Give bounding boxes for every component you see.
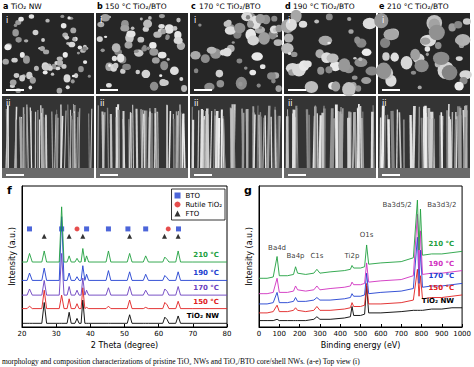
svg-text:Ba4d: Ba4d — [268, 244, 286, 252]
svg-text:Ba4p: Ba4p — [287, 252, 306, 260]
svg-text:400: 400 — [334, 330, 347, 338]
svg-text:Ba3d5/2: Ba3d5/2 — [382, 201, 411, 209]
svg-text:C1s: C1s — [310, 252, 323, 260]
svg-text:150 °C: 150 °C — [193, 298, 219, 306]
svg-text:ii: ii — [288, 99, 292, 108]
svg-text:60: 60 — [154, 330, 163, 338]
svg-text:i: i — [6, 16, 8, 25]
svg-text:d: d — [285, 2, 291, 11]
svg-text:Ba3d3/2: Ba3d3/2 — [427, 201, 456, 209]
svg-text:70: 70 — [188, 330, 197, 338]
svg-text:Intensity (a.u.): Intensity (a.u.) — [245, 227, 254, 286]
svg-text:a: a — [3, 2, 8, 11]
svg-text:ii: ii — [6, 99, 10, 108]
svg-text:800: 800 — [415, 330, 428, 338]
svg-text:ii: ii — [382, 99, 386, 108]
svg-text:i: i — [288, 16, 290, 25]
svg-text:40: 40 — [86, 330, 95, 338]
svg-text:200: 200 — [293, 330, 306, 338]
svg-text:ii: ii — [100, 99, 104, 108]
svg-text:210 °C: 210 °C — [428, 240, 454, 248]
svg-text:b: b — [97, 2, 103, 11]
svg-text:190 °C TiO₂/BTO: 190 °C TiO₂/BTO — [293, 2, 355, 11]
svg-text:170 °C: 170 °C — [193, 284, 219, 292]
svg-text:50: 50 — [120, 330, 129, 338]
svg-text:170 °C: 170 °C — [428, 272, 454, 280]
svg-text:TiO₂ NW: TiO₂ NW — [422, 297, 454, 305]
svg-text:Rutile TiO₂: Rutile TiO₂ — [186, 201, 223, 209]
svg-text:30: 30 — [52, 330, 61, 338]
svg-text:Binding energy (eV): Binding energy (eV) — [321, 341, 401, 350]
svg-text:100: 100 — [273, 330, 286, 338]
svg-text:FTO: FTO — [186, 210, 200, 218]
svg-text:Intensity (a.u.): Intensity (a.u.) — [8, 227, 17, 286]
svg-text:210 °C: 210 °C — [193, 251, 219, 259]
svg-text:0: 0 — [257, 330, 261, 338]
svg-text:20: 20 — [18, 330, 27, 338]
svg-text:170 °C TiO₂/BTO: 170 °C TiO₂/BTO — [199, 2, 261, 11]
svg-text:2 Theta (degree): 2 Theta (degree) — [91, 341, 158, 350]
svg-text:600: 600 — [374, 330, 387, 338]
svg-text:g: g — [244, 184, 252, 197]
svg-text:e: e — [379, 2, 385, 11]
svg-text:i: i — [100, 16, 102, 25]
svg-text:TiO₂ NW: TiO₂ NW — [10, 2, 42, 11]
svg-text:1000: 1000 — [453, 330, 471, 338]
svg-text:700: 700 — [394, 330, 407, 338]
svg-text:Ti2p: Ti2p — [344, 252, 360, 260]
svg-text:ii: ii — [194, 99, 198, 108]
svg-text:i: i — [194, 16, 196, 25]
svg-text:c: c — [191, 2, 196, 11]
svg-text:190 °C: 190 °C — [428, 260, 454, 268]
html-text:morphology and composition cha: morphology and composition characterizat… — [2, 357, 360, 366]
svg-text:150 °C TiO₂/BTO: 150 °C TiO₂/BTO — [105, 2, 167, 11]
svg-text:500: 500 — [354, 330, 367, 338]
svg-text:O1s: O1s — [360, 231, 374, 239]
svg-text:190 °C: 190 °C — [193, 269, 219, 277]
svg-text:150 °C: 150 °C — [428, 284, 454, 292]
svg-text:300: 300 — [313, 330, 326, 338]
svg-text:TiO₂ NW: TiO₂ NW — [187, 312, 219, 320]
svg-text:80: 80 — [223, 330, 232, 338]
svg-text:i: i — [382, 16, 384, 25]
svg-text:BTO: BTO — [186, 192, 201, 200]
svg-text:f: f — [7, 184, 12, 197]
svg-text:210 °C TiO₂/BTO: 210 °C TiO₂/BTO — [387, 2, 449, 11]
svg-text:900: 900 — [435, 330, 448, 338]
